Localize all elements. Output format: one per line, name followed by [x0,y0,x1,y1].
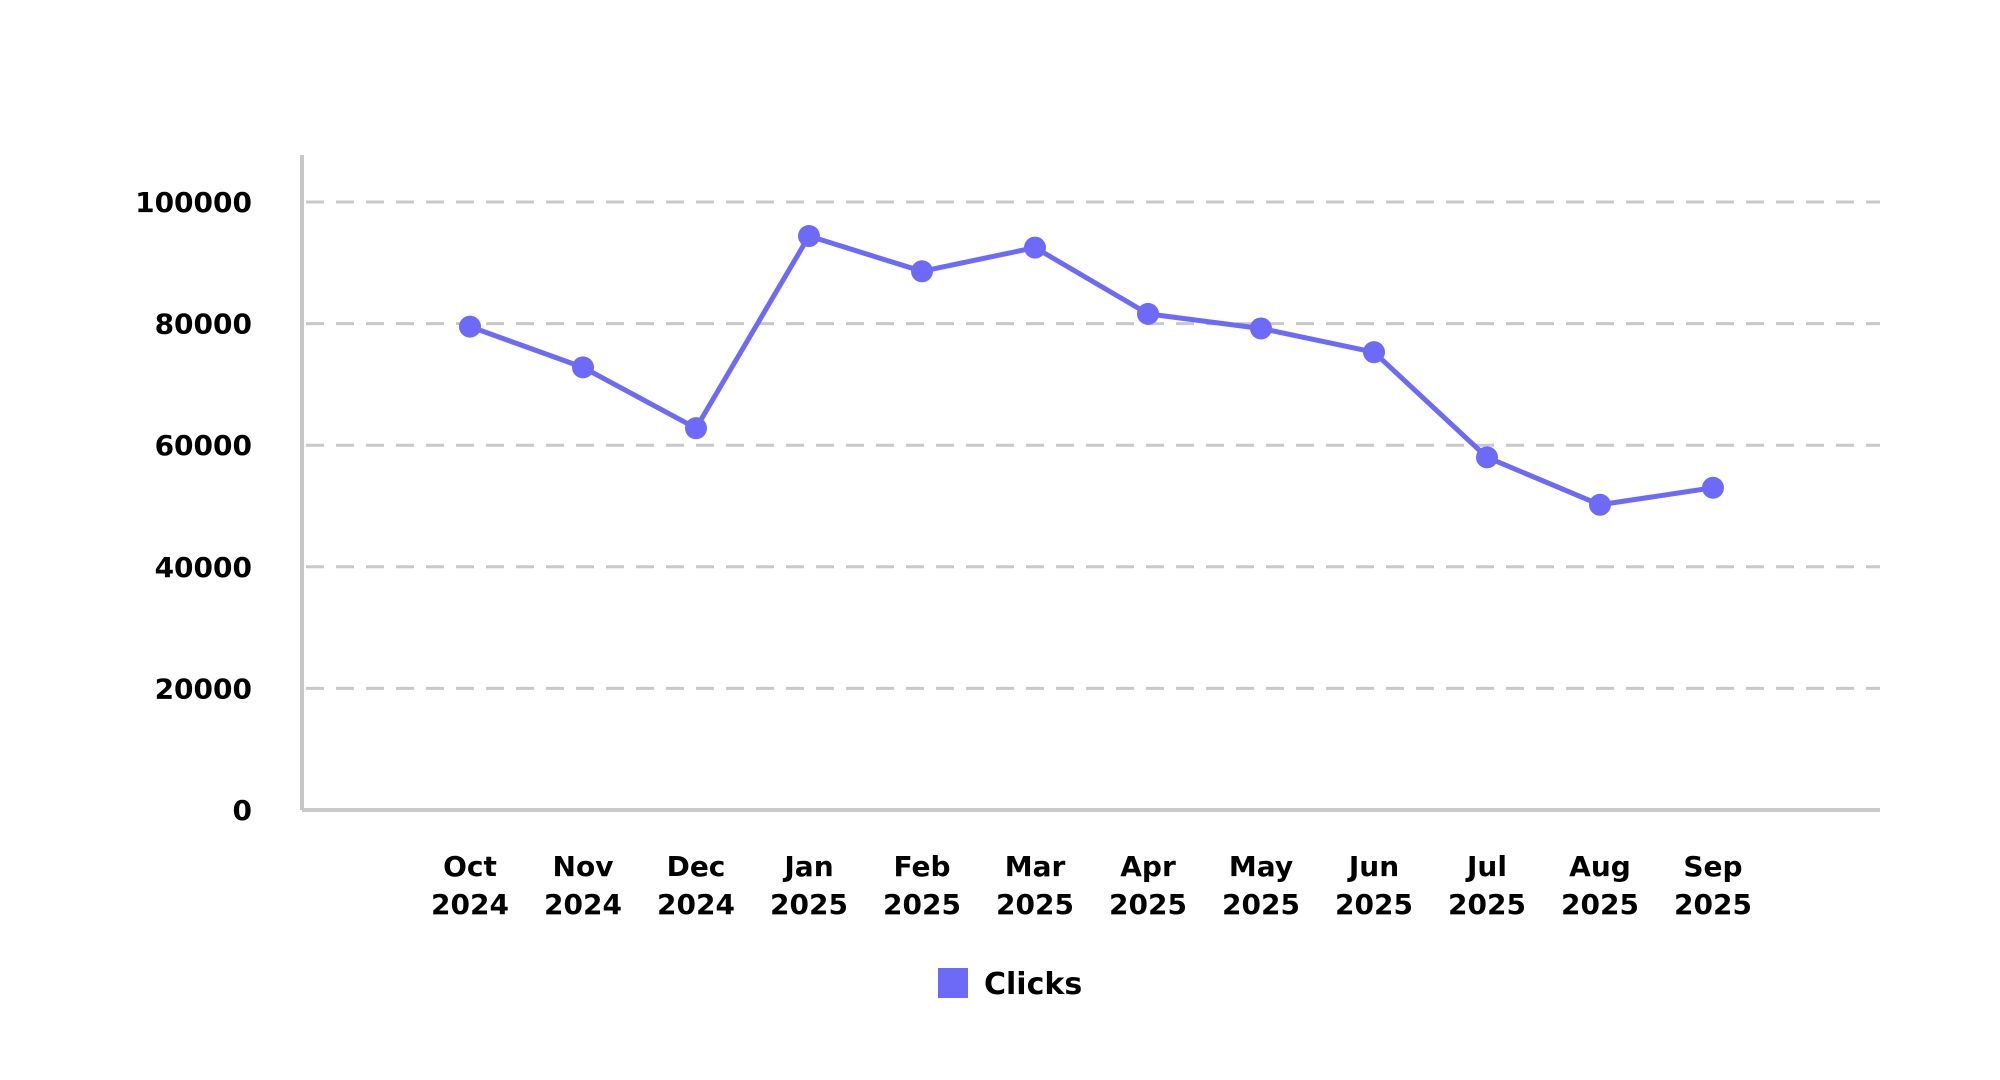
x-tick-label: Jun 2025 [1335,850,1413,921]
data-point[interactable] [1702,476,1724,499]
x-tick-month: Sep [1683,850,1742,883]
legend[interactable]: Clicks [938,967,1082,1002]
data-point[interactable] [572,356,594,379]
x-tick-label: Apr 2025 [1109,850,1187,921]
axes [300,155,1880,812]
x-tick-year: 2024 [544,888,622,921]
y-tick-label: 60000 [155,429,252,462]
data-point[interactable] [459,315,481,338]
legend-label-clicks[interactable]: Clicks [984,967,1082,1002]
x-tick-month: Jul [1465,850,1507,883]
x-tick-month: Aug [1569,850,1631,883]
y-tick-labels: 0 20000 40000 60000 80000 100000 [135,186,252,827]
x-tick-label: Nov 2024 [544,850,622,921]
x-tick-label: Feb 2025 [883,850,961,921]
x-tick-year: 2025 [1335,888,1413,921]
data-point[interactable] [911,260,933,283]
data-point[interactable] [1250,317,1272,340]
data-point[interactable] [1476,446,1498,469]
data-point[interactable] [1137,302,1159,325]
data-point[interactable] [1024,236,1046,259]
x-tick-year: 2025 [1448,888,1526,921]
x-tick-year: 2025 [1109,888,1187,921]
x-tick-year: 2025 [1222,888,1300,921]
data-point[interactable] [798,225,820,248]
x-tick-label: Aug 2025 [1561,850,1639,921]
data-point[interactable] [685,417,707,440]
x-tick-label: Sep 2025 [1674,850,1752,921]
x-tick-month: May [1229,850,1293,883]
x-tick-label: Jul 2025 [1448,850,1526,921]
x-tick-year: 2025 [883,888,961,921]
x-tick-year: 2025 [1674,888,1752,921]
y-tick-label: 80000 [155,308,252,341]
x-tick-month: Oct [443,850,497,883]
x-tick-label: Oct 2024 [431,850,509,921]
series-layer [459,225,1724,516]
x-tick-label: May 2025 [1222,850,1300,921]
x-tick-month: Mar [1005,850,1066,883]
x-tick-month: Nov [553,850,614,883]
series-line [467,233,1716,508]
y-tick-label: 100000 [135,186,252,219]
x-tick-label: Jan 2025 [770,850,848,921]
x-tick-year: 2025 [1561,888,1639,921]
x-tick-label: Dec 2024 [657,850,735,921]
x-tick-year: 2024 [431,888,509,921]
x-tick-year: 2025 [770,888,848,921]
data-point[interactable] [1363,341,1385,364]
x-tick-year: 2025 [996,888,1074,921]
x-tick-month: Jun [1347,850,1399,883]
x-tick-label: Mar 2025 [996,850,1074,921]
grid-lines [306,200,1880,690]
x-tick-month: Jan [782,850,833,883]
y-tick-label: 40000 [155,551,252,584]
x-tick-month: Apr [1120,850,1176,883]
x-tick-year: 2024 [657,888,735,921]
y-tick-label: 0 [233,794,252,827]
x-tick-labels: Oct 2024 Nov 2024 Dec 2024 Jan 2025 Feb 2025 Mar 20… [431,850,1752,921]
legend-swatch-clicks[interactable] [938,968,968,998]
y-tick-label: 20000 [155,672,252,705]
x-tick-month: Feb [893,850,950,883]
data-point[interactable] [1589,493,1611,516]
x-tick-month: Dec [667,850,726,883]
